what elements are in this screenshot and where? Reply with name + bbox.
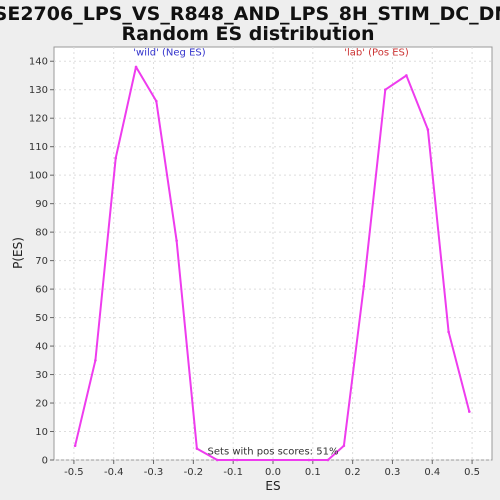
- data-point: [94, 359, 97, 362]
- data-point: [114, 156, 118, 160]
- data-point: [73, 444, 77, 448]
- data-point: [307, 458, 311, 462]
- grid-lines: [54, 47, 492, 461]
- data-point: [155, 99, 158, 103]
- x-tick-label: 0.1: [305, 467, 321, 478]
- y-tick-label: 10: [35, 427, 48, 438]
- y-tick-label: 80: [35, 228, 48, 239]
- x-tick-label: 0.3: [385, 467, 401, 478]
- x-tick-label: -0.2: [184, 467, 204, 478]
- chart-title-line1: GSE2706_LPS_VS_R848_AND_LPS_8H_STIM_DC_D…: [0, 3, 500, 25]
- data-point: [195, 447, 199, 450]
- data-point: [383, 88, 387, 92]
- x-tick-label: -0.5: [64, 467, 84, 478]
- data-point: [342, 444, 346, 448]
- data-point: [362, 284, 366, 288]
- chart-title-line2: Random ES distribution: [121, 23, 374, 45]
- data-point: [134, 65, 138, 69]
- axes: -0.5 -0.4 -0.3 -0.2 -0.1 0.0 0.1 0.2 0.3 0.4 0.5 0 1…: [29, 57, 480, 478]
- data-point: [235, 458, 239, 462]
- annotation-label: 'lab' (Pos ES): [344, 48, 409, 59]
- data-point: [326, 458, 330, 462]
- x-tick-label: 0.5: [464, 467, 480, 478]
- annotation-label: 'wild' (Neg ES): [133, 48, 205, 59]
- y-tick-label: 40: [35, 342, 48, 353]
- data-point: [426, 128, 430, 131]
- y-tick-label: 90: [35, 199, 48, 210]
- y-tick-label: 50: [35, 313, 48, 324]
- data-point: [405, 74, 408, 77]
- data-point: [175, 239, 178, 242]
- data-point: [215, 458, 219, 462]
- y-tick-label: 70: [35, 256, 48, 267]
- x-axis-title: ES: [265, 479, 280, 493]
- series-layer: [73, 65, 471, 462]
- y-tick-label: 60: [35, 285, 48, 296]
- y-tick-label: 20: [35, 399, 48, 410]
- x-tick-label: -0.4: [104, 467, 124, 478]
- y-tick-label: 0: [42, 456, 48, 467]
- y-tick-label: 140: [29, 57, 48, 68]
- x-tick-label: -0.1: [223, 467, 243, 478]
- x-tick-label: 0.0: [265, 467, 281, 478]
- y-axis-title: P(ES): [11, 237, 25, 269]
- series-line: [74, 65, 471, 461]
- annotations: 'wild' (Neg ES) 'lab' (Pos ES) Sets with p…: [133, 48, 409, 458]
- annotation-label: Sets with pos scores: 51%: [208, 446, 339, 457]
- y-tick-label: 100: [29, 171, 48, 182]
- data-point: [468, 410, 471, 413]
- x-tick-label: 0.2: [345, 467, 361, 478]
- y-tick-label: 130: [29, 85, 48, 96]
- y-tick-label: 30: [35, 370, 48, 381]
- data-point: [447, 330, 450, 334]
- y-tick-label: 120: [29, 114, 48, 125]
- x-tick-label: 0.4: [424, 467, 440, 478]
- x-tick-label: -0.3: [144, 467, 164, 478]
- y-tick-label: 110: [29, 142, 48, 153]
